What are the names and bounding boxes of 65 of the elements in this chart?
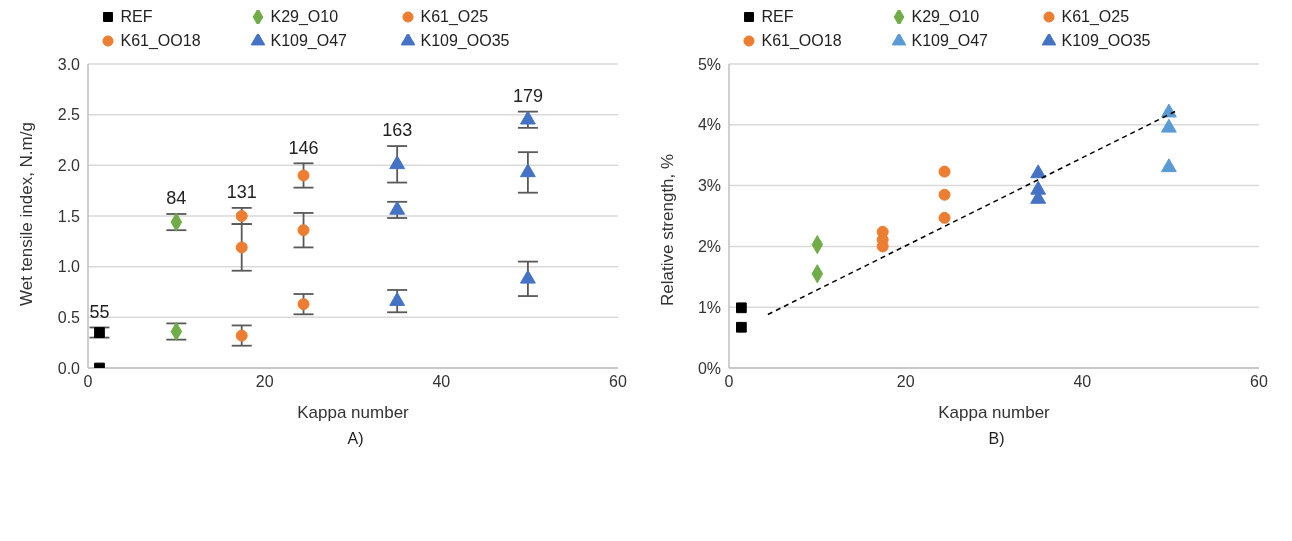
point: [389, 200, 406, 215]
legend-label: K61_O25: [1061, 8, 1130, 26]
point: [1160, 158, 1177, 173]
point: [235, 329, 248, 342]
annotation: 131: [226, 182, 257, 203]
x-tick-label: 0: [724, 373, 734, 391]
point: [235, 241, 248, 254]
x-tick-label: 20: [255, 373, 274, 391]
annotation: 179: [512, 86, 543, 107]
annotation: 55: [89, 301, 110, 322]
point: [297, 298, 310, 311]
y-axis-title: Relative strength, %: [658, 153, 678, 306]
y-tick-label: 4%: [697, 116, 721, 134]
y-tick-label: 3%: [697, 177, 721, 195]
legend-label: K109_OO35: [420, 32, 510, 50]
point: [519, 269, 536, 284]
point: [1030, 164, 1047, 179]
annotation: 84: [166, 188, 187, 209]
point: [297, 224, 310, 237]
y-tick-label: 3.0: [57, 55, 81, 73]
text: A): [346, 430, 365, 448]
x-tick-label: 40: [432, 373, 451, 391]
x-tick-label: 40: [1073, 373, 1092, 391]
y-tick-label: 1%: [697, 298, 721, 316]
legend-label: REF: [761, 8, 794, 26]
text: B): [987, 430, 1006, 448]
y-tick-label: 1.0: [57, 258, 81, 276]
point: [519, 110, 536, 125]
x-tick-label: 20: [896, 373, 915, 391]
point: [938, 188, 951, 201]
point: [389, 155, 406, 170]
legend-label: K29_O10: [911, 8, 980, 26]
x-tick-label: 0: [83, 373, 93, 391]
point: [735, 321, 747, 333]
x-tick-label: 60: [609, 373, 627, 391]
legend-label: K29_O10: [270, 8, 339, 26]
legend-label: REF: [120, 8, 153, 26]
y-tick-label: 0.5: [57, 309, 81, 327]
legend-label: K61_OO18: [761, 32, 842, 50]
y-tick-label: 2.5: [57, 106, 81, 124]
point: [519, 163, 536, 178]
y-tick-label: 2%: [697, 238, 721, 256]
point: [735, 302, 747, 314]
y-tick-label: 0%: [697, 359, 721, 377]
x-tick-label: 60: [1250, 373, 1268, 391]
y-tick-label: 2.0: [57, 157, 81, 175]
point: [297, 169, 310, 182]
y-axis-title: Wet tensile index, N.m/g: [17, 122, 37, 306]
point: [938, 165, 951, 178]
point: [94, 327, 105, 338]
y-tick-label: 5%: [697, 55, 721, 73]
point: [389, 292, 406, 306]
y-tick-label: 0.0: [57, 359, 81, 377]
point: [1160, 118, 1177, 133]
legend-label: K61_OO18: [120, 32, 201, 50]
annotation: 146: [288, 137, 319, 158]
legend-label: K109_OO35: [1061, 32, 1151, 50]
annotation: 163: [382, 120, 413, 141]
x-axis-title: Kappa number: [938, 403, 1051, 422]
legend-label: K109_O47: [270, 32, 348, 50]
x-axis-title: Kappa number: [297, 403, 410, 422]
y-tick-label: 1.5: [57, 207, 81, 225]
legend-label: K109_O47: [911, 32, 989, 50]
legend-label: K61_O25: [420, 8, 489, 26]
point: [938, 211, 951, 224]
